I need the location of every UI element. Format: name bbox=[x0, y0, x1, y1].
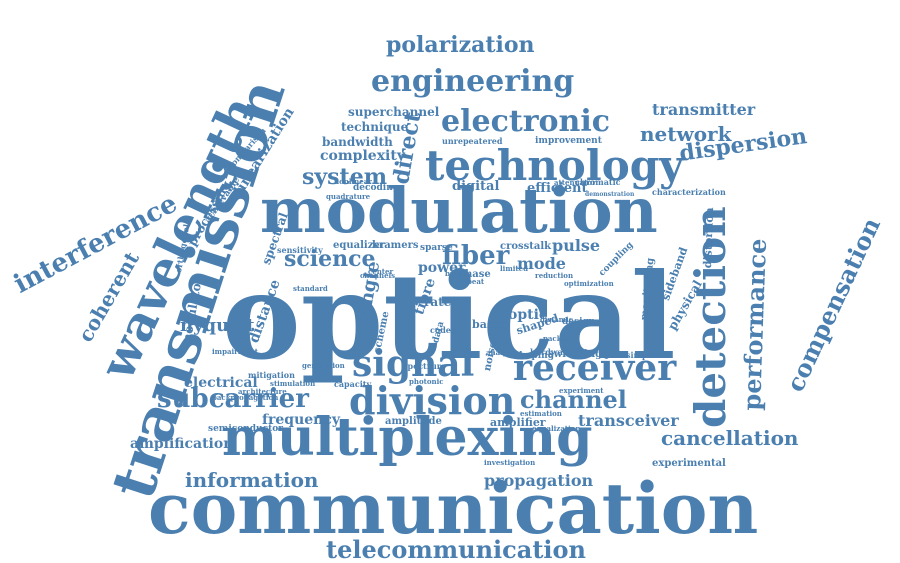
word-packet: packet bbox=[543, 335, 569, 342]
word-spectrum: spectrum bbox=[403, 362, 445, 370]
word-beat: beat bbox=[467, 278, 484, 285]
word-sparse: sparse bbox=[420, 244, 453, 253]
word-digital: digital bbox=[452, 180, 499, 193]
word-telecommunication: telecommunication bbox=[326, 538, 586, 562]
word-bandwidth: bandwidth bbox=[322, 136, 393, 148]
word-transceiver: transceiver bbox=[578, 413, 679, 429]
word-burst: burst bbox=[445, 270, 466, 277]
word-standard: standard bbox=[293, 285, 328, 292]
word-technique: technique bbox=[341, 121, 408, 133]
word-kramers: kramers bbox=[372, 241, 419, 251]
word-limited: limited bbox=[500, 265, 528, 272]
word-stimulation: stimulation bbox=[270, 380, 315, 387]
word-complexity: complexity bbox=[320, 149, 405, 163]
word-electronic: electronic bbox=[441, 107, 610, 137]
word-based: based bbox=[472, 319, 508, 330]
word-engineering: engineering bbox=[371, 67, 574, 97]
word-information: information bbox=[185, 470, 318, 490]
word-crosstalk: crosstalk bbox=[500, 242, 551, 252]
word-improvement: improvement bbox=[535, 137, 602, 146]
word-investigation: investigation bbox=[484, 459, 535, 466]
word-division: division bbox=[349, 382, 515, 420]
word-superchannel: superchannel bbox=[348, 106, 439, 118]
word-channels: channels bbox=[360, 272, 395, 279]
word-equalization: equalization bbox=[532, 425, 580, 432]
word-quadrature: quadrature bbox=[326, 193, 370, 200]
word-unrepeatered: unrepeatered bbox=[442, 137, 503, 145]
word-rate: rate bbox=[424, 296, 451, 308]
word-pulse: pulse bbox=[552, 238, 600, 254]
word-analysis: analysis bbox=[486, 349, 517, 356]
word-chromatic: chromatic bbox=[575, 178, 621, 186]
word-coded: coded bbox=[430, 326, 456, 334]
word-transmitter: transmitter bbox=[652, 102, 755, 118]
word-propagation: propagation bbox=[484, 473, 593, 489]
word-backpropagation: backpropagation bbox=[212, 394, 278, 401]
word-compensation: compensation bbox=[783, 214, 884, 395]
word-amplitude: amplitude bbox=[385, 417, 442, 427]
word-amplification: amplification bbox=[130, 437, 233, 451]
word-photonic: photonic bbox=[409, 378, 444, 385]
word-mitigation: mitigation bbox=[248, 371, 295, 379]
word-performance: performance bbox=[740, 238, 770, 411]
word-optimization: optimization bbox=[564, 280, 614, 287]
word-characterization: characterization bbox=[652, 188, 726, 196]
word-demonstration: demonstration bbox=[585, 192, 634, 198]
word-sensitivity: sensitivity bbox=[277, 246, 323, 254]
word-nonlinear: nonlinear bbox=[334, 178, 372, 185]
word-experiment: experiment bbox=[559, 387, 604, 394]
word-hardware: hardware bbox=[530, 348, 572, 356]
word-distortion: distortion bbox=[702, 207, 715, 268]
word-generation: generation bbox=[302, 362, 345, 369]
word-semiconductor: semiconductor bbox=[208, 425, 283, 434]
word-reduction: reduction bbox=[535, 272, 573, 279]
word-impairment: impairment bbox=[212, 348, 258, 355]
word-capacity: capacity bbox=[334, 380, 371, 388]
word-dynamic: dynamic bbox=[540, 316, 573, 323]
word-experimental: experimental bbox=[652, 459, 726, 469]
word-cancellation: cancellation bbox=[661, 428, 798, 448]
word-estimation: estimation bbox=[520, 410, 562, 417]
word-simplified: simplified bbox=[626, 351, 670, 359]
word-polarization: polarization bbox=[386, 34, 535, 56]
